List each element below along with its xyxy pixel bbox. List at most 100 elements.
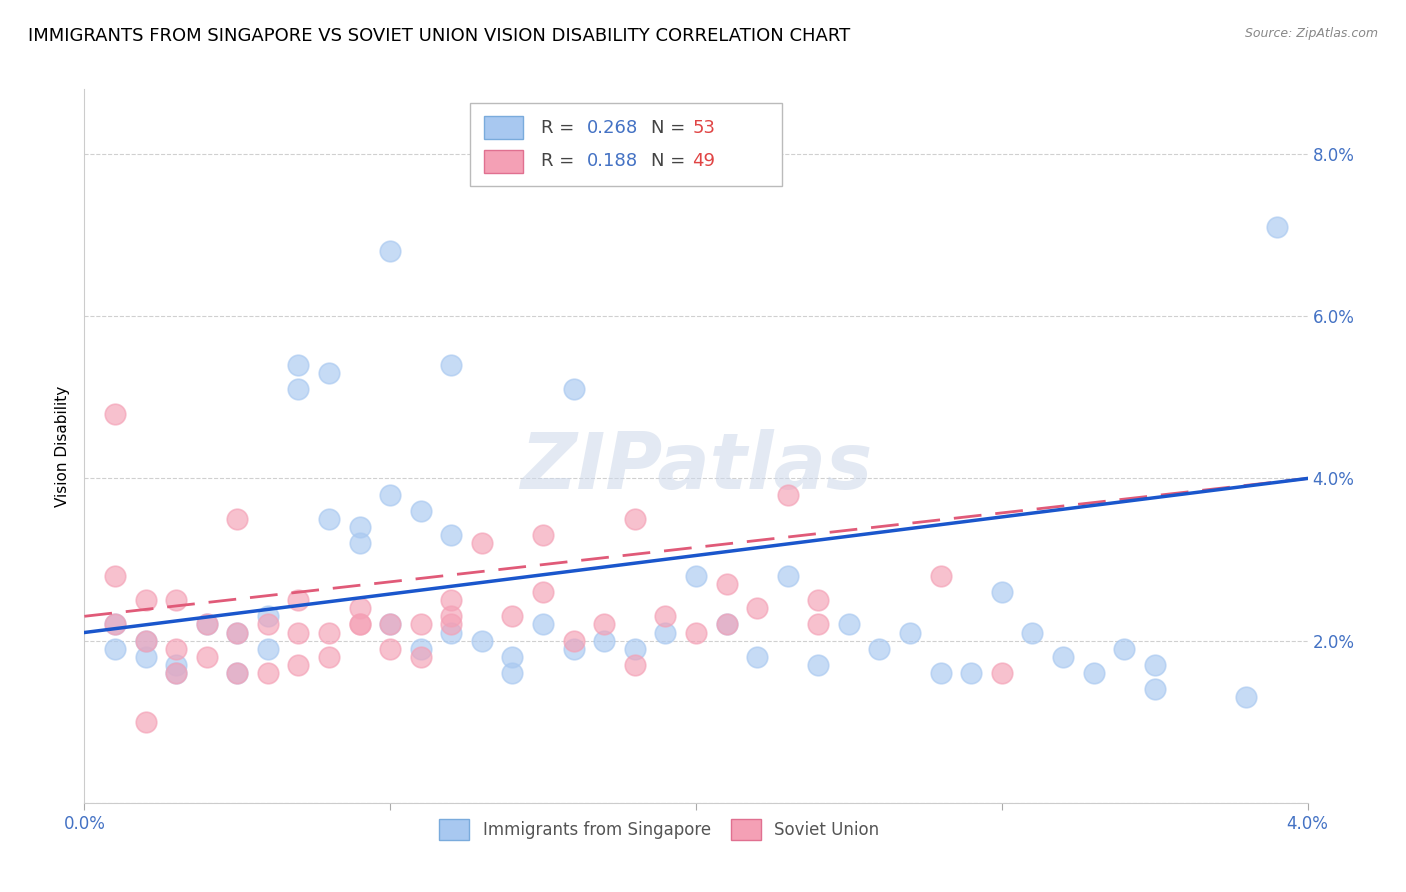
Point: [440, 625, 463, 640]
Point: [409, 649, 432, 664]
Point: [165, 666, 187, 681]
Point: [226, 512, 249, 526]
Point: [380, 617, 402, 632]
Point: [807, 657, 830, 672]
Point: [440, 528, 463, 542]
Point: [104, 568, 127, 582]
Point: [1114, 641, 1136, 656]
Point: [135, 649, 157, 664]
Point: [165, 666, 187, 681]
Point: [440, 617, 463, 632]
Point: [624, 657, 647, 672]
Point: [838, 617, 860, 632]
Point: [287, 625, 309, 640]
Point: [226, 666, 249, 681]
Point: [257, 666, 280, 681]
Point: [624, 512, 647, 526]
Point: [349, 617, 371, 632]
Text: R =: R =: [541, 119, 579, 136]
FancyBboxPatch shape: [484, 116, 523, 139]
Point: [1236, 690, 1258, 705]
Point: [380, 641, 402, 656]
Point: [991, 666, 1014, 681]
Point: [380, 244, 402, 259]
Point: [716, 617, 738, 632]
Point: [226, 666, 249, 681]
Point: [776, 568, 799, 582]
Point: [562, 633, 585, 648]
Text: R =: R =: [541, 153, 579, 170]
Point: [531, 617, 554, 632]
Text: 49: 49: [692, 153, 716, 170]
Point: [318, 649, 340, 664]
Point: [471, 536, 494, 550]
Point: [349, 520, 371, 534]
Point: [929, 666, 952, 681]
Point: [898, 625, 921, 640]
Point: [287, 358, 309, 372]
Point: [349, 601, 371, 615]
Point: [409, 641, 432, 656]
Text: 0.188: 0.188: [588, 153, 638, 170]
Point: [502, 609, 524, 624]
Point: [502, 649, 524, 664]
Text: 0.268: 0.268: [588, 119, 638, 136]
Text: IMMIGRANTS FROM SINGAPORE VS SOVIET UNION VISION DISABILITY CORRELATION CHART: IMMIGRANTS FROM SINGAPORE VS SOVIET UNIO…: [28, 27, 851, 45]
Text: N =: N =: [651, 153, 690, 170]
Point: [531, 585, 554, 599]
Y-axis label: Vision Disability: Vision Disability: [55, 385, 70, 507]
Point: [1021, 625, 1043, 640]
Point: [135, 714, 157, 729]
Point: [318, 366, 340, 380]
Point: [349, 617, 371, 632]
Point: [287, 382, 309, 396]
Point: [624, 641, 647, 656]
Point: [747, 601, 769, 615]
Point: [531, 528, 554, 542]
Point: [195, 649, 218, 664]
Point: [440, 609, 463, 624]
Point: [440, 358, 463, 372]
Point: [1143, 682, 1166, 697]
Point: [776, 488, 799, 502]
Point: [195, 617, 218, 632]
Text: N =: N =: [651, 119, 690, 136]
Point: [654, 625, 676, 640]
Point: [593, 633, 616, 648]
Point: [1265, 220, 1288, 235]
Point: [1052, 649, 1074, 664]
Point: [471, 633, 494, 648]
Point: [287, 657, 309, 672]
Point: [104, 641, 127, 656]
Point: [440, 593, 463, 607]
Point: [716, 577, 738, 591]
Point: [1083, 666, 1105, 681]
Point: [747, 649, 769, 664]
Point: [807, 617, 830, 632]
Point: [960, 666, 983, 681]
Point: [409, 617, 432, 632]
Point: [287, 593, 309, 607]
Point: [135, 633, 157, 648]
Point: [104, 617, 127, 632]
Point: [257, 641, 280, 656]
Text: 53: 53: [692, 119, 716, 136]
Point: [226, 625, 249, 640]
Point: [257, 617, 280, 632]
Point: [929, 568, 952, 582]
Point: [195, 617, 218, 632]
Text: ZIPatlas: ZIPatlas: [520, 429, 872, 506]
Point: [104, 617, 127, 632]
Point: [593, 617, 616, 632]
Point: [380, 617, 402, 632]
Point: [409, 504, 432, 518]
Point: [135, 633, 157, 648]
Point: [807, 593, 830, 607]
Point: [318, 625, 340, 640]
Point: [562, 382, 585, 396]
Point: [502, 666, 524, 681]
FancyBboxPatch shape: [470, 103, 782, 186]
FancyBboxPatch shape: [484, 150, 523, 173]
Point: [165, 657, 187, 672]
Point: [654, 609, 676, 624]
